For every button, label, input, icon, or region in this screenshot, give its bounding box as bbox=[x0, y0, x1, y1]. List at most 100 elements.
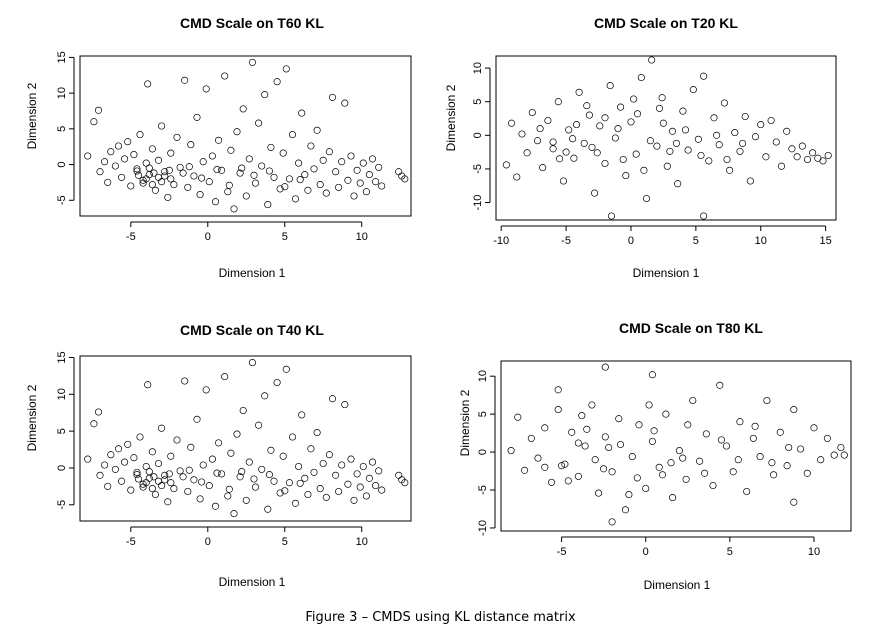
data-point bbox=[601, 433, 609, 441]
data-point bbox=[276, 185, 284, 193]
data-point bbox=[142, 462, 150, 471]
data-point bbox=[591, 456, 599, 464]
data-point bbox=[549, 145, 557, 153]
data-point bbox=[659, 119, 667, 127]
data-point bbox=[248, 58, 256, 66]
data-point bbox=[107, 451, 115, 459]
data-point bbox=[96, 168, 104, 176]
data-point bbox=[111, 465, 119, 473]
data-point bbox=[810, 424, 818, 432]
data-point bbox=[193, 113, 201, 121]
data-point bbox=[133, 471, 141, 479]
data-point bbox=[574, 439, 582, 447]
data-point bbox=[658, 94, 666, 102]
data-point bbox=[173, 133, 181, 141]
data-point bbox=[635, 421, 643, 429]
data-point bbox=[601, 363, 609, 371]
data-point bbox=[554, 386, 562, 394]
y-tick-label: -10 bbox=[472, 195, 484, 211]
data-point bbox=[187, 443, 195, 451]
data-point bbox=[148, 181, 156, 189]
data-point bbox=[158, 424, 166, 432]
data-point bbox=[622, 172, 630, 180]
data-point bbox=[255, 119, 263, 127]
data-point bbox=[772, 138, 780, 146]
data-point bbox=[783, 127, 791, 135]
data-point bbox=[809, 149, 817, 157]
y-tick-label: -5 bbox=[477, 485, 489, 495]
data-point bbox=[224, 492, 232, 500]
data-point bbox=[150, 473, 158, 481]
data-point bbox=[668, 127, 677, 135]
data-point bbox=[655, 104, 664, 112]
data-point bbox=[562, 148, 570, 156]
data-point bbox=[139, 176, 147, 184]
data-point bbox=[568, 428, 576, 436]
y-tick-label: 5 bbox=[472, 99, 484, 105]
data-point bbox=[304, 186, 312, 194]
data-point bbox=[313, 429, 321, 437]
plot-frame bbox=[79, 355, 412, 522]
data-point bbox=[729, 468, 737, 476]
data-point bbox=[304, 490, 312, 499]
scatter-plot-t80: CMD Scale on T80 KL -5 0 5 10 -10 -5 0 5 10 Dimens… bbox=[458, 320, 852, 592]
data-point bbox=[158, 482, 166, 490]
data-point bbox=[239, 406, 247, 415]
data-point bbox=[521, 466, 529, 474]
scatter-panel-t60: CMD Scale on T60 KL -5 0 5 10 -5 0 5 10 15 Dimensi… bbox=[0, 0, 440, 300]
data-point bbox=[534, 454, 542, 462]
data-point bbox=[793, 153, 801, 161]
data-point bbox=[630, 95, 638, 103]
data-point bbox=[265, 471, 273, 479]
data-point bbox=[751, 133, 760, 141]
data-point bbox=[184, 183, 192, 191]
data-point bbox=[646, 137, 654, 145]
data-point bbox=[282, 65, 290, 73]
data-point bbox=[281, 487, 289, 495]
data-point bbox=[645, 401, 653, 409]
data-point bbox=[101, 158, 109, 166]
data-point bbox=[270, 477, 278, 485]
data-point bbox=[653, 142, 661, 150]
data-point bbox=[648, 437, 656, 445]
data-point bbox=[617, 103, 625, 111]
data-point bbox=[554, 406, 562, 414]
scatter-panel-t40: CMD Scale on T40 KL -5 0 5 10 -5 0 5 10 15 Dimensi… bbox=[0, 305, 440, 605]
y-tick-label: 0 bbox=[56, 162, 68, 168]
data-point bbox=[621, 506, 630, 514]
data-point bbox=[697, 151, 705, 160]
data-point bbox=[164, 193, 172, 201]
data-point bbox=[245, 458, 253, 466]
data-point bbox=[581, 442, 589, 450]
data-point bbox=[215, 439, 223, 447]
data-point bbox=[583, 102, 591, 110]
data-point bbox=[118, 173, 126, 181]
data-point bbox=[161, 168, 169, 176]
x-tick-label: 0 bbox=[643, 546, 649, 558]
data-point bbox=[335, 487, 343, 496]
data-point bbox=[258, 162, 266, 170]
data-point bbox=[184, 487, 192, 496]
data-point bbox=[615, 415, 623, 423]
data-point bbox=[84, 455, 92, 463]
data-point bbox=[362, 188, 370, 196]
data-point bbox=[307, 445, 315, 453]
data-point bbox=[199, 461, 207, 469]
data-point bbox=[514, 413, 522, 421]
data-point bbox=[607, 212, 616, 220]
data-point bbox=[528, 108, 536, 117]
chart-title: CMD Scale on T20 KL bbox=[594, 15, 738, 31]
data-point bbox=[313, 126, 321, 134]
data-point bbox=[167, 452, 175, 460]
x-tick-label: 0 bbox=[205, 231, 211, 243]
data-point bbox=[130, 151, 138, 159]
data-point bbox=[205, 178, 213, 186]
data-point bbox=[258, 465, 266, 473]
data-point bbox=[547, 478, 556, 486]
data-point bbox=[536, 125, 544, 133]
data-point bbox=[583, 425, 591, 433]
data-point bbox=[190, 476, 198, 484]
data-point bbox=[734, 456, 742, 464]
data-point bbox=[569, 135, 577, 143]
data-point bbox=[722, 442, 731, 450]
